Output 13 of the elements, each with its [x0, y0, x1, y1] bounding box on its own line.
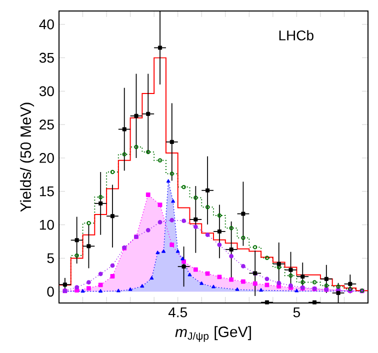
x-axis-title: m$_{J/ψp}$ [GeV] [175, 326, 251, 342]
y-tick-label: 20 [40, 153, 54, 163]
y-tick-label: 15 [40, 186, 54, 196]
y-tick-label: 0 [47, 286, 54, 297]
y-tick-label: 30 [39, 86, 54, 96]
y-tick-label: 25 [40, 120, 54, 130]
y-tick-label: 5 [47, 253, 54, 264]
y-tick-label: 35 [39, 52, 54, 63]
y-tick-label: 40 [39, 19, 54, 30]
x-tick-label: 4.5 [168, 308, 187, 318]
y-tick-label: 10 [40, 220, 54, 230]
y-axis-title: Yields/ (50 MeV) [20, 102, 34, 212]
annotation: LHCb [279, 30, 314, 40]
